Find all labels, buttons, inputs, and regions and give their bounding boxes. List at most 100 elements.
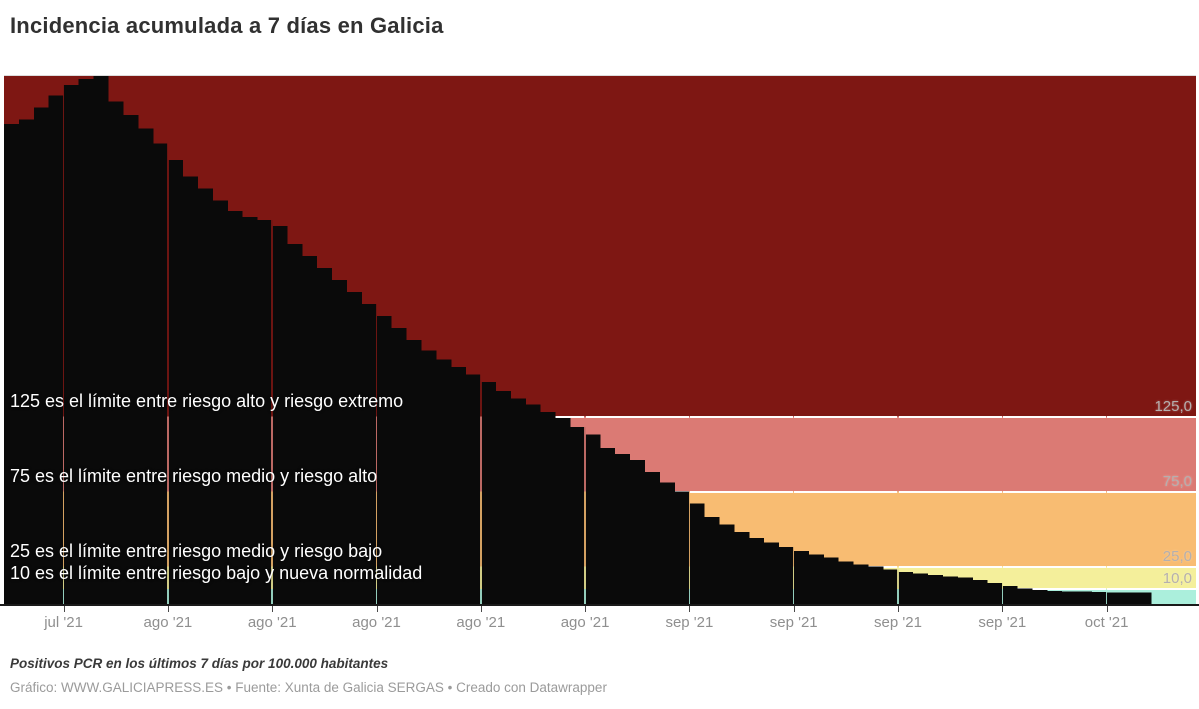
annotation-label-10: 10 es el límite entre riesgo bajo y nuev… [10,563,423,583]
bar [495,391,511,604]
x-tick-label: ago '21 [456,614,506,631]
bar [838,561,854,604]
x-tick-label: ago '21 [247,614,297,631]
bar [421,350,437,604]
tick-gridline [167,76,169,604]
bar [823,557,839,604]
bar [391,328,407,604]
x-tick [480,606,482,612]
tick-gridline [688,76,691,604]
x-tick-label: ago '21 [352,614,401,631]
bar [883,569,899,604]
tick-gridline [897,76,899,604]
bar [451,367,467,604]
x-tick-label: sep '21 [769,614,818,631]
x-tick-label: sep '21 [874,614,922,631]
bar [540,412,556,604]
bar [436,359,452,604]
bar [48,95,64,604]
plot-top-border [4,75,1196,76]
bar [793,550,809,604]
y-value-label-75: 75,0 [1162,472,1192,490]
x-tick-label: sep '21 [665,614,714,631]
tick-gridline [375,76,378,604]
bar [406,340,422,604]
x-tick [1002,606,1004,612]
bar [778,547,794,604]
bar [972,580,988,604]
bar [167,160,184,604]
x-tick-label: ago '21 [560,614,610,631]
x-tick-label: sep '21 [978,614,1027,631]
y-value-label-25: 25,0 [1162,547,1192,565]
bar [585,434,601,604]
bar [629,460,645,604]
bar [734,532,750,604]
bar [182,176,198,604]
bar [689,503,705,604]
chart-attribution: Gráfico: WWW.GALICIAPRESS.ES • Fuente: X… [10,680,607,695]
bar [555,418,571,604]
chart-note: Positivos PCR en los últimos 7 días por … [10,656,389,671]
tick-gridline [271,76,273,604]
bar [957,577,973,604]
y-value-label-125: 125,0 [1154,397,1192,415]
bar [287,244,303,604]
bar [153,143,169,604]
bar [480,382,496,604]
bar [1121,592,1137,604]
bar [659,482,675,604]
x-tick-label: oct '21 [1084,614,1129,631]
bars-svg [4,76,1152,604]
bar [63,85,79,604]
bar [644,472,660,604]
bar [853,564,869,604]
chart-title: Incidencia acumulada a 7 días en Galicia [10,13,444,38]
bar [1047,590,1063,604]
x-tick [272,606,274,612]
bar [257,220,273,604]
zone-boundary-line-125 [4,415,1196,418]
bar [570,427,586,604]
annotation-label-75: 75 es el límite entre riesgo medio y rie… [10,465,378,486]
tick-gridline [1001,76,1004,604]
bar [302,256,318,604]
bar [719,524,735,604]
bar [674,491,690,604]
x-tick [376,606,378,612]
x-tick-label: ago '21 [143,614,193,631]
bar [361,304,377,604]
bar [868,566,884,604]
bar [242,217,258,604]
bar [942,576,958,604]
bar [1017,588,1033,604]
y-value-label-10: 10,0 [1162,570,1192,587]
tick-gridline [480,76,482,604]
x-tick-label: jul '21 [44,614,83,631]
bar [108,101,124,604]
bar [510,398,526,604]
tick-gridline [584,76,586,604]
bar [763,542,780,604]
bar [1002,586,1018,604]
bar [1136,592,1152,604]
bar [272,226,288,604]
bar [808,554,824,604]
bar [78,79,94,604]
tick-gridline [62,76,65,604]
bar [1106,592,1122,604]
bar [614,454,631,604]
bar [4,124,20,604]
x-axis-line [0,604,1199,606]
bar [525,404,541,604]
bar [197,188,213,604]
bar [331,280,347,604]
bar [1091,592,1107,604]
bar [1061,591,1078,604]
bar [704,517,720,604]
bar [33,107,49,604]
bar [987,583,1003,604]
plot-area: 125 es el límite entre riesgo alto y rie… [4,76,1196,604]
bar [1076,591,1092,604]
